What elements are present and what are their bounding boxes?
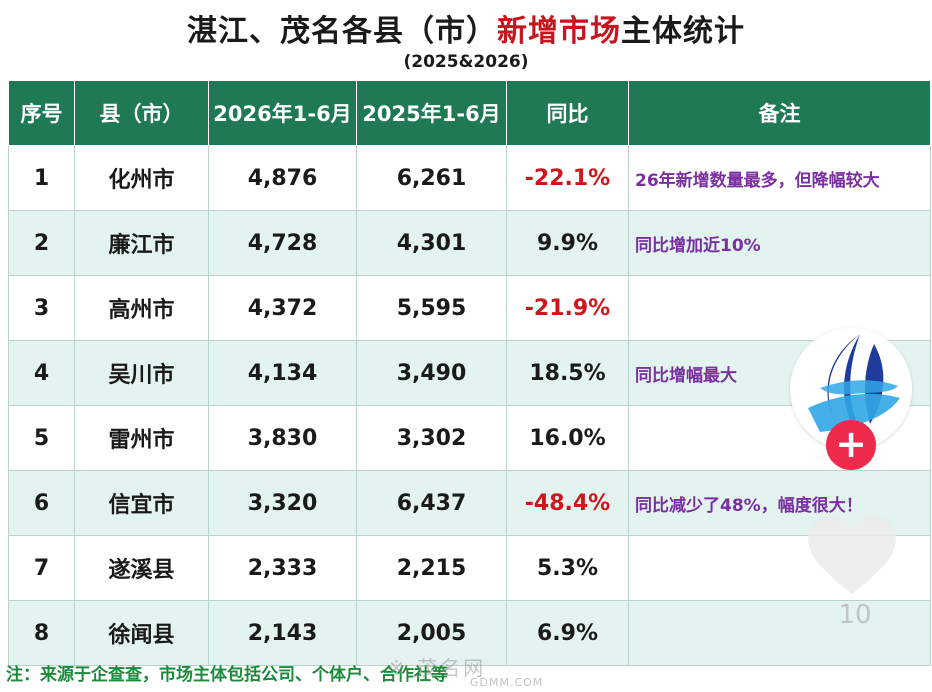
page-title: 湛江、茂名各县（市）新增市场主体统计 (0, 6, 932, 50)
page-subtitle: (2025&2026) (403, 52, 529, 72)
header-2025: 2025年1-6月 (356, 80, 507, 146)
cell-2025: 2,005 (356, 600, 507, 666)
table-row: 2 廉江市 4,728 4,301 9.9% 同比增加近10% (8, 210, 931, 276)
cell-2026: 4,372 (208, 275, 357, 341)
title-accent: 新增市场 (497, 14, 621, 49)
header-note: 备注 (628, 80, 931, 146)
cell-no: 4 (8, 340, 75, 406)
cell-2025: 3,490 (356, 340, 507, 406)
cell-2026: 3,320 (208, 470, 357, 536)
cell-yoy: 9.9% (506, 210, 629, 276)
table-row: 5 雷州市 3,830 3,302 16.0% (8, 405, 931, 471)
cell-2026: 4,876 (208, 145, 357, 211)
cell-county: 遂溪县 (74, 535, 209, 601)
header-no: 序号 (8, 80, 75, 146)
cell-no: 3 (8, 275, 75, 341)
table-row: 8 徐闻县 2,143 2,005 6.9% (8, 600, 931, 666)
cell-note: 同比减少了48%，幅度很大！ (628, 470, 931, 536)
cell-2026: 3,830 (208, 405, 357, 471)
author-avatar[interactable] (790, 328, 912, 450)
cell-yoy: -22.1% (506, 145, 629, 211)
title-part1: 湛江、茂名各县（市） (187, 14, 497, 49)
heart-icon[interactable] (804, 512, 900, 598)
cell-no: 6 (8, 470, 75, 536)
header-2026: 2026年1-6月 (208, 80, 357, 146)
like-count: 10 (838, 600, 872, 630)
cell-county: 化州市 (74, 145, 209, 211)
cell-2025: 6,437 (356, 470, 507, 536)
follow-button[interactable]: + (826, 420, 876, 470)
watermark-url: GDMM.COM (470, 676, 544, 689)
cell-note (628, 600, 931, 666)
cell-no: 8 (8, 600, 75, 666)
cell-county: 吴川市 (74, 340, 209, 406)
title-part2: 主体统计 (621, 14, 745, 49)
cell-2025: 3,302 (356, 405, 507, 471)
table-row: 1 化州市 4,876 6,261 -22.1% 26年新增数量最多，但降幅较大 (8, 145, 931, 211)
cell-no: 1 (8, 145, 75, 211)
source-footnote: 注：来源于企查查，市场主体包括公司、个体户、合作社等 (6, 665, 448, 685)
table-row: 6 信宜市 3,320 6,437 -48.4% 同比减少了48%，幅度很大！ (8, 470, 931, 536)
cell-2026: 2,143 (208, 600, 357, 666)
cell-yoy: -48.4% (506, 470, 629, 536)
cell-2025: 4,301 (356, 210, 507, 276)
cell-2026: 4,134 (208, 340, 357, 406)
cell-yoy: 16.0% (506, 405, 629, 471)
header-county: 县（市） (74, 80, 209, 146)
cell-2025: 2,215 (356, 535, 507, 601)
logo-icon (808, 334, 900, 432)
table-row: 3 高州市 4,372 5,595 -21.9% (8, 275, 931, 341)
cell-2025: 5,595 (356, 275, 507, 341)
cell-yoy: -21.9% (506, 275, 629, 341)
cell-2026: 4,728 (208, 210, 357, 276)
stats-table: 序号 县（市） 2026年1-6月 2025年1-6月 同比 备注 1 化州市 4,… (8, 80, 931, 666)
cell-county: 雷州市 (74, 405, 209, 471)
cell-county: 廉江市 (74, 210, 209, 276)
table-row: 7 遂溪县 2,333 2,215 5.3% (8, 535, 931, 601)
cell-yoy: 18.5% (506, 340, 629, 406)
cell-note: 同比增加近10% (628, 210, 931, 276)
cell-no: 7 (8, 535, 75, 601)
cell-2025: 6,261 (356, 145, 507, 211)
cell-note: 26年新增数量最多，但降幅较大 (628, 145, 931, 211)
cell-yoy: 5.3% (506, 535, 629, 601)
cell-no: 2 (8, 210, 75, 276)
cell-no: 5 (8, 405, 75, 471)
cell-note (628, 275, 931, 341)
cell-county: 信宜市 (74, 470, 209, 536)
table-header-row: 序号 县（市） 2026年1-6月 2025年1-6月 同比 备注 (8, 80, 931, 146)
cell-county: 高州市 (74, 275, 209, 341)
cell-yoy: 6.9% (506, 600, 629, 666)
header-yoy: 同比 (506, 80, 629, 146)
watermark: ※ 茂名网 (388, 656, 487, 680)
cell-2026: 2,333 (208, 535, 357, 601)
cell-county: 徐闻县 (74, 600, 209, 666)
